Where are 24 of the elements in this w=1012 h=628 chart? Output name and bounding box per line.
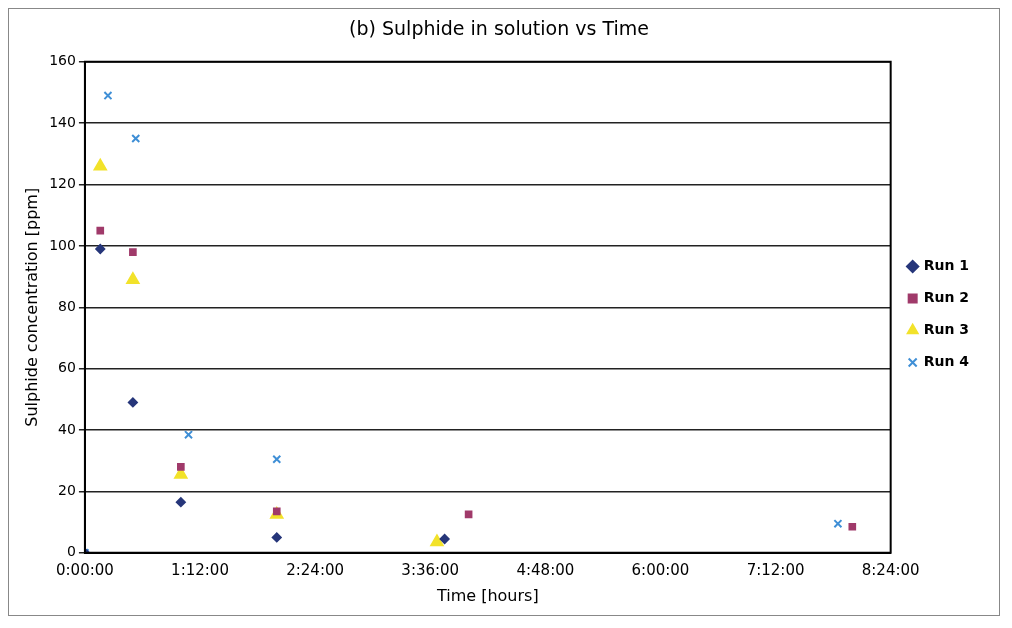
y-axis-title: Sulphide concentration [ppm]	[21, 187, 41, 427]
y-tick-label: 20	[58, 482, 76, 499]
y-tick-label: 100	[49, 236, 76, 253]
x-tick-label: 4:48:00	[516, 560, 575, 579]
y-tick-label: 0	[67, 543, 76, 560]
y-tick-label: 120	[49, 175, 76, 192]
legend-label: Run 3	[923, 321, 970, 338]
chart-title: (b) Sulphide in solution vs Time	[349, 17, 649, 40]
x-tick-label: 0:00:00	[56, 560, 114, 579]
legend-label: Run 2	[923, 289, 970, 306]
x-tick-label: 3:36:00	[401, 560, 460, 579]
y-tick-label: 140	[49, 113, 76, 130]
x-tick-label: 8:24:00	[861, 560, 920, 579]
y-tick-label: 40	[58, 420, 76, 437]
y-tick-label: 60	[58, 359, 76, 376]
y-tick-label: 80	[58, 297, 76, 314]
x-tick-label: 1:12:00	[171, 560, 229, 579]
x-tick-label: 2:24:00	[286, 560, 345, 579]
legend-label: Run 4	[923, 353, 970, 370]
x-tick-label: 7:12:00	[746, 560, 805, 579]
y-tick-label: 160	[49, 52, 76, 69]
x-axis-title: Time [hours]	[435, 585, 539, 605]
legend-label: Run 1	[923, 257, 970, 274]
x-tick-label: 6:00:00	[631, 560, 690, 579]
